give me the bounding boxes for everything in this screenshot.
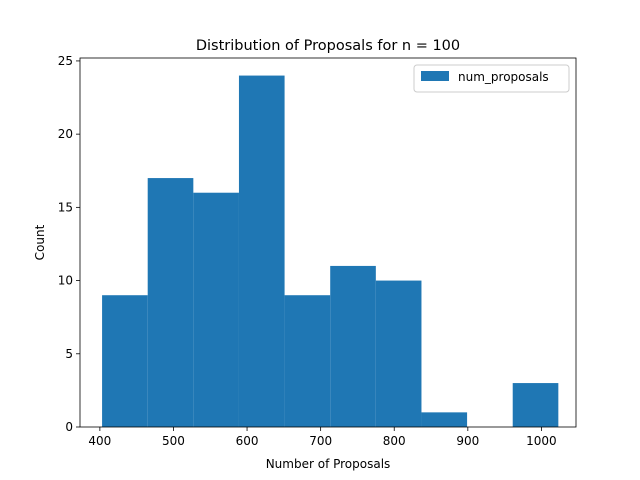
x-tick-label: 600 — [236, 434, 259, 448]
histogram-bar-0 — [102, 295, 148, 427]
histogram-bar-4 — [284, 295, 331, 427]
legend: num_proposals — [413, 64, 570, 93]
legend-swatch — [421, 71, 449, 81]
x-tick-label: 1000 — [526, 434, 557, 448]
histogram-bar-9 — [512, 383, 559, 427]
x-tick-label: 900 — [456, 434, 479, 448]
histogram-bar-6 — [375, 280, 422, 427]
histogram-bar-5 — [330, 265, 376, 427]
histogram-bar-3 — [238, 75, 285, 428]
legend-label: num_proposals — [458, 70, 549, 84]
x-axis-label: Number of Proposals — [266, 457, 391, 471]
x-tick-label: 400 — [88, 434, 111, 448]
bars-group — [102, 75, 559, 428]
y-tick-label: 25 — [58, 54, 73, 68]
histogram-bar-2 — [193, 192, 239, 427]
histogram-bar-1 — [147, 178, 194, 427]
chart-title: Distribution of Proposals for n = 100 — [196, 38, 460, 54]
histogram-bar-7 — [421, 412, 468, 427]
legend-box — [413, 64, 570, 93]
y-axis-label: Count — [33, 224, 47, 260]
x-tick-label: 800 — [383, 434, 406, 448]
x-tick-label: 700 — [309, 434, 332, 448]
x-tick-label: 500 — [162, 434, 185, 448]
x-axis: 400 500 600 700 800 900 1000 — [88, 427, 557, 448]
y-tick-label: 10 — [58, 274, 73, 288]
y-tick-label: 20 — [58, 127, 73, 141]
y-tick-label: 0 — [65, 420, 73, 434]
y-tick-label: 15 — [58, 200, 73, 214]
axes-frame — [79, 57, 577, 428]
y-tick-label: 5 — [65, 347, 73, 361]
y-axis: 0 5 10 15 20 25 — [58, 54, 80, 434]
